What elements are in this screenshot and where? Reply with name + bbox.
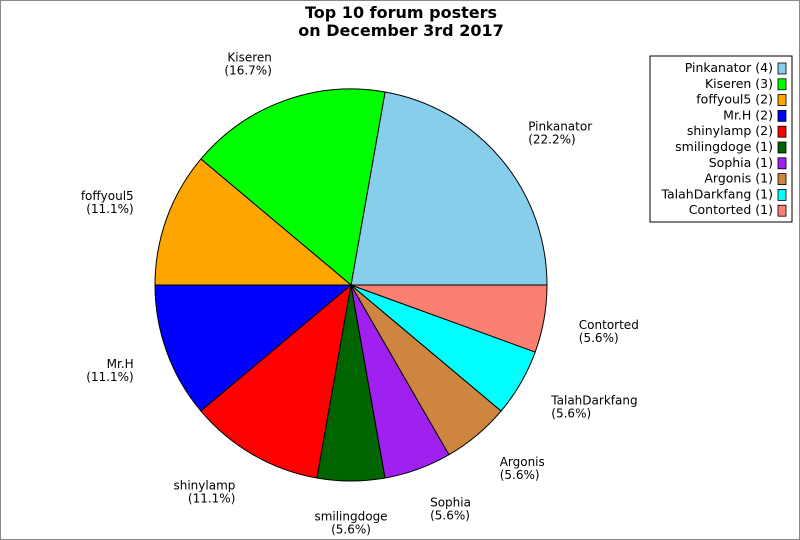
- slice-label-sophia: Sophia(5.6%): [430, 495, 471, 522]
- legend-swatch: [777, 204, 787, 217]
- slice-label-name: smilingdoge: [314, 509, 387, 523]
- legend-entry-kiseren: Kiseren (3): [705, 76, 787, 91]
- legend-swatch: [777, 141, 787, 154]
- slice-label-percent: (11.1%): [86, 202, 133, 216]
- legend-entry-smilingdoge: smilingdoge (1): [675, 139, 787, 154]
- slice-label-name: Contorted: [579, 318, 639, 332]
- pie-slices: [154, 88, 548, 482]
- legend-entry-sophia: Sophia (1): [709, 155, 787, 170]
- slice-label-smilingdoge: smilingdoge(5.6%): [314, 509, 387, 536]
- slice-label-shinylamp: shinylamp(11.1%): [173, 478, 235, 505]
- legend-label: foffyoul5 (2): [696, 92, 773, 107]
- slice-labels: Pinkanator(22.2%) Kiseren(16.7%) foffyoul5…: [81, 51, 639, 537]
- legend-entry-contorted: Contorted (1): [689, 202, 787, 217]
- slice-label-mr-h: Mr.H(11.1%): [86, 357, 133, 384]
- slice-label-percent: (5.6%): [579, 331, 619, 345]
- slice-label-percent: (5.6%): [500, 468, 540, 482]
- pie-slice-foffyoul5: [154, 158, 353, 286]
- legend-label: TalahDarkfang (1): [660, 186, 773, 201]
- legend-label: Contorted (1): [689, 202, 773, 217]
- legend-swatch: [777, 94, 787, 106]
- slice-label-percent: (22.2%): [528, 132, 575, 146]
- legend-label: Argonis (1): [704, 171, 773, 186]
- legend-box: [649, 55, 793, 223]
- legend-label: Mr.H (2): [723, 107, 773, 122]
- slice-label-foffyoul5: foffyoul5(11.1%): [81, 189, 134, 216]
- legend-label: Pinkanator (4): [685, 60, 773, 75]
- pie-slice-mr-h: [154, 284, 353, 412]
- legend-swatch: [777, 173, 787, 186]
- slice-label-name: Argonis: [500, 455, 545, 469]
- slice-label-name: TalahDarkfang: [550, 394, 637, 408]
- legend-label: shinylamp (2): [687, 123, 773, 138]
- slice-label-pinkanator: Pinkanator(22.2%): [528, 119, 592, 146]
- chart-title-line-2: on December 3rd 2017: [298, 21, 503, 40]
- slice-label-name: Kiseren: [227, 51, 272, 65]
- legend: Pinkanator (4)Kiseren (3)foffyoul5 (2)Mr…: [649, 55, 793, 223]
- slice-label-percent: (11.1%): [188, 491, 235, 505]
- legend-entry-shinylamp: shinylamp (2): [687, 123, 787, 138]
- slice-label-talahdarkfang: TalahDarkfang(5.6%): [550, 394, 637, 421]
- slice-label-percent: (5.6%): [551, 407, 591, 421]
- legend-swatch: [777, 110, 787, 122]
- legend-label: Sophia (1): [709, 155, 773, 170]
- slice-label-percent: (5.6%): [331, 522, 371, 536]
- slice-label-kiseren: Kiseren(16.7%): [224, 51, 271, 78]
- legend-swatch: [777, 125, 787, 138]
- chart-title-line-1: Top 10 forum posters: [305, 3, 497, 22]
- slice-label-name: Pinkanator: [528, 119, 592, 133]
- legend-entry-foffyoul5: foffyoul5 (2): [696, 92, 787, 107]
- slice-label-percent: (11.1%): [86, 370, 133, 384]
- legend-entry-talahdarkfang: TalahDarkfang (1): [660, 186, 787, 201]
- slice-label-name: Mr.H: [107, 357, 134, 371]
- legend-label: smilingdoge (1): [675, 139, 773, 154]
- legend-swatch: [777, 62, 787, 75]
- slice-label-percent: (5.6%): [430, 508, 470, 522]
- legend-label: Kiseren (3): [705, 76, 773, 91]
- pie-slice-contorted: [350, 284, 548, 353]
- legend-swatch: [777, 188, 787, 201]
- slice-label-contorted: Contorted(5.6%): [579, 318, 639, 345]
- slice-label-name: shinylamp: [173, 478, 235, 492]
- slice-label-percent: (16.7%): [224, 64, 271, 78]
- legend-swatch: [777, 78, 787, 91]
- pie-slice-pinkanator: [350, 91, 548, 286]
- slice-label-name: Sophia: [430, 495, 471, 509]
- pie-slice-shinylamp: [200, 283, 352, 479]
- chart-title: Top 10 forum posters on December 3rd 201…: [298, 3, 503, 40]
- legend-entry-mr-h: Mr.H (2): [723, 107, 787, 122]
- slice-label-name: foffyoul5: [81, 189, 134, 203]
- legend-entry-argonis: Argonis (1): [704, 171, 787, 186]
- legend-swatch: [777, 157, 787, 170]
- legend-entry-pinkanator: Pinkanator (4): [685, 60, 787, 75]
- pie-slice-kiseren: [200, 88, 386, 286]
- slice-label-argonis: Argonis(5.6%): [500, 455, 545, 482]
